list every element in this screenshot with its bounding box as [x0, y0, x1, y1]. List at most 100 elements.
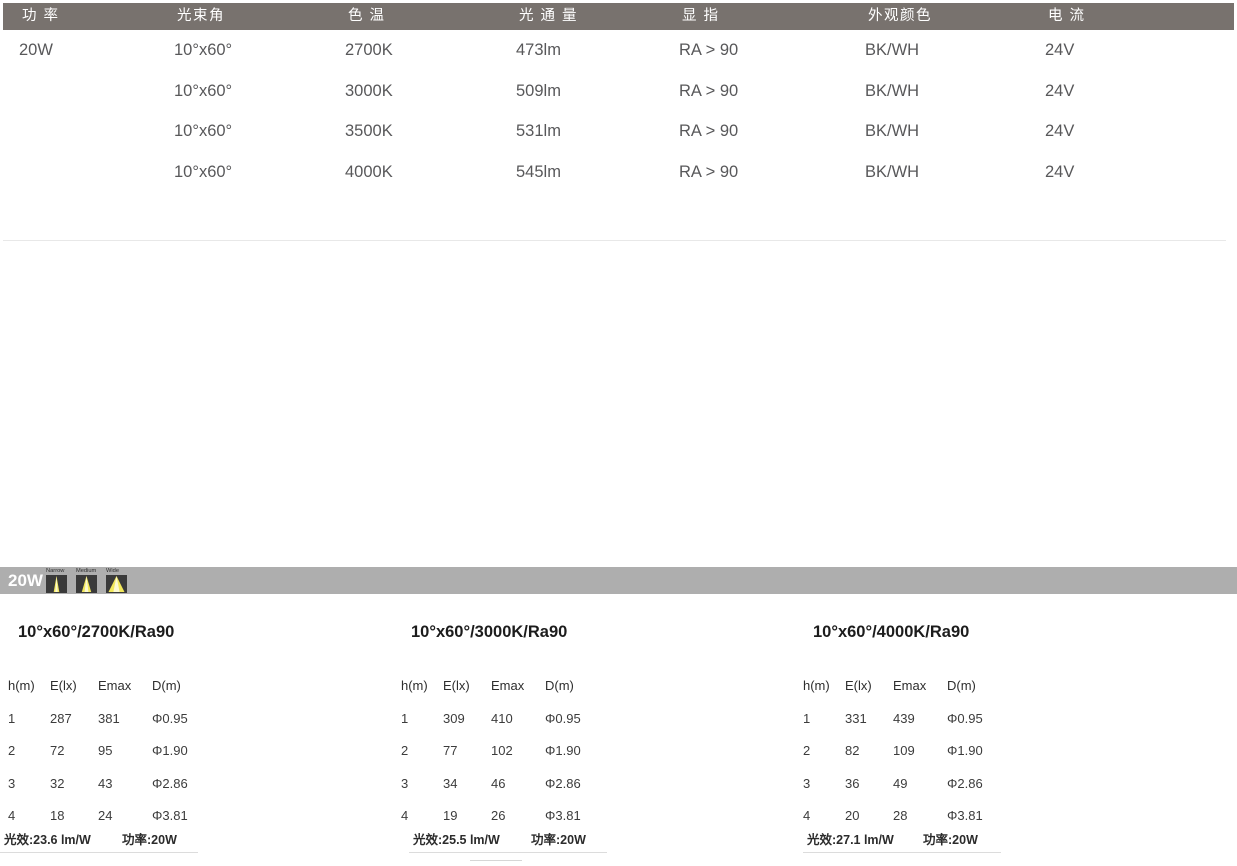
footer-underline	[409, 852, 607, 853]
table-row: 10°x60° 3000K 509lm RA > 90 BK/WH 24V	[0, 71, 1237, 112]
beam-caption: Medium	[76, 568, 97, 575]
table-row: 10°x60° 4000K 545lm RA > 90 BK/WH 24V	[0, 152, 1237, 193]
cell-illuminance: 331	[845, 710, 867, 726]
cell-illuminance: 18	[50, 808, 65, 823]
spec-header-luminous-flux: 光 通 量	[519, 8, 579, 24]
section-divider	[3, 240, 1226, 241]
cell-current: 24V	[1045, 41, 1075, 59]
cell-emax: 49	[893, 775, 908, 791]
cell-illuminance: 309	[443, 710, 465, 726]
spec-table-body: 20W 10°x60° 2700K 473lm RA > 90 BK/WH 24…	[0, 30, 1237, 192]
cell-illuminance: 34	[443, 775, 458, 791]
cell-diameter: Φ3.81	[152, 808, 188, 823]
table-row: 4 20 28 Φ3.81	[795, 800, 1185, 833]
cell-power: 20W	[19, 41, 53, 59]
col-header-emax: Emax	[491, 678, 525, 693]
cell-height: 2	[8, 743, 16, 758]
cell-height: 3	[803, 775, 811, 791]
cell-current: 24V	[1045, 162, 1075, 181]
cell-height: 3	[8, 775, 16, 791]
photometric-table: h(m) E(lx) Emax D(m) 1 331 439 Φ0.95 2 8…	[795, 670, 1185, 833]
table-row: 2 72 95 Φ1.90	[0, 735, 390, 768]
table-row: 2 82 109 Φ1.90	[795, 735, 1185, 768]
cell-illuminance: 82	[845, 743, 860, 758]
page-bottom-rule	[470, 860, 522, 861]
cell-height: 1	[8, 710, 16, 726]
spec-header-power: 功 率	[22, 8, 60, 24]
footer-underline	[0, 852, 198, 853]
efficacy-value: 光效:23.6 lm/W	[4, 833, 91, 847]
cell-emax: 109	[893, 743, 915, 758]
col-header-illuminance: E(lx)	[443, 678, 470, 693]
cell-color: BK/WH	[865, 81, 920, 100]
photometric-footer: 光效:25.5 lm/W 功率:20W	[393, 830, 783, 858]
cell-height: 4	[803, 808, 811, 823]
cell-diameter: Φ2.86	[152, 775, 188, 791]
wattage-bar: 20W Narrow Medium Wide	[0, 567, 1237, 594]
cell-emax: 24	[98, 808, 113, 823]
cell-diameter: Φ1.90	[947, 743, 983, 758]
beam-legend-item-medium: Medium	[76, 568, 97, 593]
cell-illuminance: 32	[50, 775, 65, 791]
photometric-footer: 光效:23.6 lm/W 功率:20W	[0, 830, 390, 858]
cell-height: 3	[401, 775, 409, 791]
efficacy-value: 光效:27.1 lm/W	[807, 833, 894, 847]
photometric-title: 10°x60°/2700K/Ra90	[18, 623, 175, 641]
spec-header-current: 电 流	[1048, 8, 1086, 24]
power-value: 功率:20W	[923, 833, 978, 847]
table-row: 1 331 439 Φ0.95	[795, 703, 1185, 736]
col-header-height: h(m)	[8, 678, 35, 693]
cell-cct: 3500K	[345, 122, 393, 140]
photometric-header-row: h(m) E(lx) Emax D(m)	[795, 670, 1185, 703]
table-row: 3 32 43 Φ2.86	[0, 768, 390, 801]
cell-diameter: Φ2.86	[947, 775, 983, 791]
footer-underline	[803, 852, 1001, 853]
cell-cct: 3000K	[345, 81, 393, 100]
wattage-bar-label: 20W	[8, 571, 43, 590]
power-value: 功率:20W	[531, 833, 586, 847]
col-header-emax: Emax	[893, 678, 927, 693]
col-header-emax: Emax	[98, 678, 132, 693]
cell-height: 1	[401, 710, 409, 726]
wide-beam-icon	[106, 575, 127, 593]
photometric-footer: 光效:27.1 lm/W 功率:20W	[795, 830, 1185, 858]
cell-illuminance: 77	[443, 743, 458, 758]
cell-height: 2	[803, 743, 811, 758]
cell-cct: 4000K	[345, 162, 393, 181]
cell-beam-angle: 10°x60°	[174, 122, 233, 140]
spec-header-cct: 色 温	[348, 8, 386, 24]
cell-color: BK/WH	[865, 122, 920, 140]
table-row: 4 19 26 Φ3.81	[393, 800, 783, 833]
spec-header-beam-angle: 光束角	[177, 8, 225, 24]
cell-diameter: Φ1.90	[152, 743, 188, 758]
cell-beam-angle: 10°x60°	[174, 162, 233, 181]
photometric-table: h(m) E(lx) Emax D(m) 1 309 410 Φ0.95 2 7…	[393, 670, 783, 833]
cell-cri: RA > 90	[679, 41, 739, 59]
narrow-beam-icon	[46, 575, 67, 593]
table-row: 3 36 49 Φ2.86	[795, 768, 1185, 801]
col-header-diameter: D(m)	[947, 678, 976, 693]
cell-flux: 545lm	[516, 162, 561, 181]
cell-diameter: Φ3.81	[947, 808, 983, 823]
cell-emax: 46	[491, 775, 506, 791]
table-row: 10°x60° 3500K 531lm RA > 90 BK/WH 24V	[0, 111, 1237, 152]
spec-header-finish-color: 外观颜色	[868, 8, 932, 24]
cell-diameter: Φ0.95	[947, 710, 983, 726]
cell-cri: RA > 90	[679, 122, 739, 140]
col-header-illuminance: E(lx)	[845, 678, 872, 693]
power-value: 功率:20W	[122, 833, 177, 847]
medium-beam-icon	[76, 575, 97, 593]
cell-height: 4	[401, 808, 409, 823]
cell-color: BK/WH	[865, 162, 920, 181]
photometric-header-row: h(m) E(lx) Emax D(m)	[0, 670, 390, 703]
cell-emax: 439	[893, 710, 915, 726]
efficacy-value: 光效:25.5 lm/W	[413, 833, 500, 847]
photometric-title: 10°x60°/4000K/Ra90	[813, 623, 970, 641]
col-header-diameter: D(m)	[152, 678, 181, 693]
col-header-illuminance: E(lx)	[50, 678, 77, 693]
cell-color: BK/WH	[865, 41, 920, 59]
photometric-title: 10°x60°/3000K/Ra90	[411, 623, 568, 641]
beam-caption: Wide	[106, 568, 120, 575]
table-row: 2 77 102 Φ1.90	[393, 735, 783, 768]
cell-emax: 410	[491, 710, 513, 726]
